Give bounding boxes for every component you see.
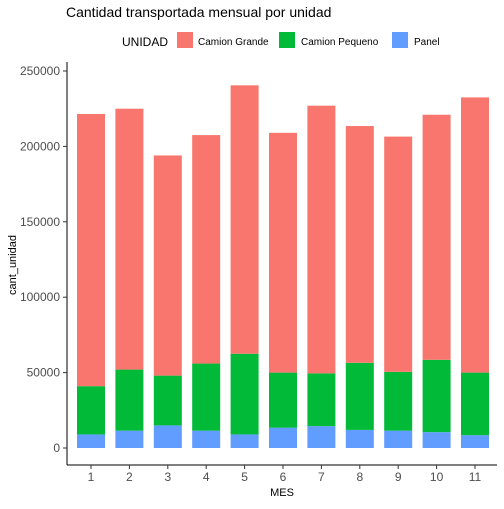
bar-panel-mes-1 — [77, 434, 105, 448]
bar-camion-grande-mes-9 — [384, 136, 413, 372]
y-tick-label: 0 — [53, 441, 60, 455]
x-axis-label: MES — [270, 487, 294, 499]
bar-camion-pequeno-mes-6 — [269, 372, 297, 428]
x-tick-label: 10 — [430, 470, 444, 484]
y-axis-label: cant_unidad — [7, 235, 19, 295]
bar-panel-mes-6 — [269, 427, 297, 448]
bar-camion-pequeno-mes-8 — [345, 362, 374, 430]
bar-camion-grande-mes-10 — [422, 114, 451, 360]
x-tick-label: 1 — [88, 470, 95, 484]
bar-panel-mes-2 — [115, 430, 144, 448]
bar-camion-grande-mes-6 — [269, 132, 297, 373]
bar-camion-pequeno-mes-7 — [307, 373, 336, 427]
y-tick-label: 200000 — [20, 139, 60, 153]
legend-label-camion-grande: Camion Grande — [198, 37, 269, 48]
bar-camion-grande-mes-2 — [115, 108, 144, 370]
bar-camion-pequeno-mes-10 — [422, 359, 451, 433]
legend-key-camion-pequeno — [279, 32, 295, 48]
x-tick-label: 9 — [395, 470, 402, 484]
bar-camion-pequeno-mes-11 — [461, 372, 489, 436]
chart-title: Cantidad transportada mensual por unidad — [66, 4, 331, 20]
y-tick-label: 100000 — [20, 290, 60, 304]
bar-camion-pequeno-mes-3 — [153, 375, 182, 426]
legend-label-camion-pequeno: Camion Pequeno — [301, 37, 379, 48]
bar-camion-grande-mes-4 — [192, 135, 221, 364]
bar-camion-grande-mes-11 — [461, 97, 489, 373]
y-tick-label: 150000 — [20, 215, 60, 229]
bar-camion-pequeno-mes-1 — [77, 386, 105, 435]
y-tick-label: 50000 — [27, 366, 61, 380]
x-tick-label: 3 — [164, 470, 171, 484]
bar-panel-mes-9 — [384, 430, 413, 448]
x-tick-label: 4 — [203, 470, 210, 484]
bar-camion-pequeno-mes-9 — [384, 371, 413, 431]
legend-label-panel: Panel — [414, 37, 440, 48]
bar-panel-mes-10 — [422, 432, 451, 448]
x-tick-label: 7 — [318, 470, 325, 484]
bar-camion-grande-mes-7 — [307, 105, 336, 374]
plot-area: 0 50000 100000 150000 200000 250000 1 2 3 4 5 6 7 8 9 1… — [20, 62, 497, 484]
x-tick-label: 8 — [356, 470, 363, 484]
bar-panel-mes-5 — [230, 434, 259, 448]
y-tick-label: 250000 — [20, 64, 60, 78]
legend-key-panel — [392, 32, 408, 48]
bar-panel-mes-4 — [192, 430, 221, 448]
x-tick-label: 6 — [280, 470, 287, 484]
bar-panel-mes-8 — [345, 429, 374, 448]
bar-camion-pequeno-mes-5 — [230, 353, 259, 435]
bar-camion-grande-mes-5 — [230, 85, 259, 354]
bar-camion-grande-mes-8 — [345, 126, 374, 363]
x-tick-label: 11 — [469, 470, 482, 484]
bar-camion-grande-mes-1 — [77, 113, 105, 387]
bar-camion-grande-mes-3 — [153, 155, 182, 376]
bar-panel-mes-11 — [461, 435, 489, 448]
legend-title: UNIDAD — [122, 35, 168, 49]
bar-camion-pequeno-mes-4 — [192, 363, 221, 431]
x-tick-label: 2 — [126, 470, 133, 484]
bar-panel-mes-3 — [153, 425, 182, 448]
legend: UNIDAD Camion Grande Camion Pequeno Panel — [122, 32, 440, 49]
x-tick-label: 5 — [241, 470, 248, 484]
bar-panel-mes-7 — [307, 426, 336, 448]
legend-key-camion-grande — [177, 32, 193, 48]
bar-camion-pequeno-mes-2 — [115, 369, 144, 431]
